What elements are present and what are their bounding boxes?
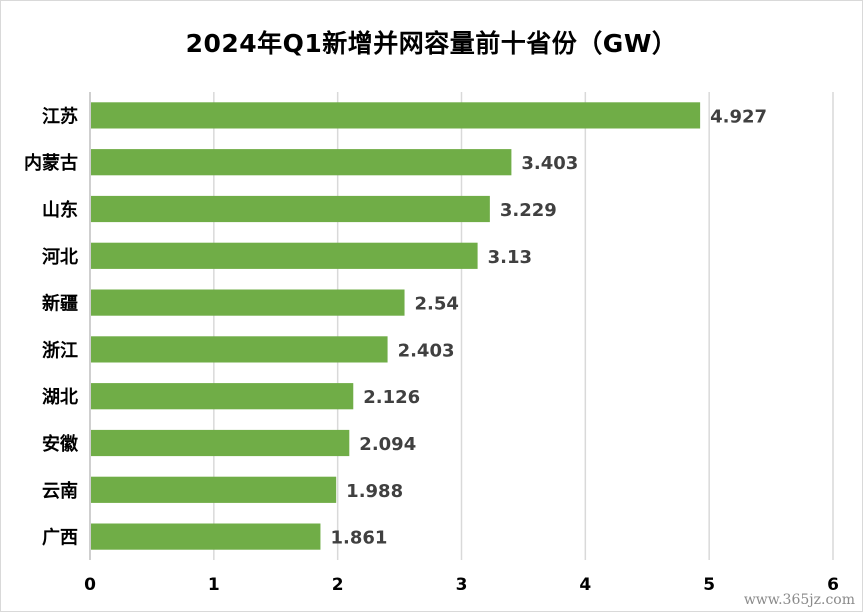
bar-3 xyxy=(91,242,478,269)
value-label-6: 2.126 xyxy=(363,387,420,408)
bar-0 xyxy=(91,102,701,129)
bar-4 xyxy=(91,289,405,316)
x-tick-label-4: 4 xyxy=(579,575,591,595)
category-label-0: 江苏 xyxy=(42,105,78,127)
value-label-4: 2.54 xyxy=(415,294,459,315)
category-label-8: 云南 xyxy=(42,480,78,502)
category-label-6: 湖北 xyxy=(42,387,78,408)
x-tick-label-1: 1 xyxy=(208,575,220,595)
bar-8 xyxy=(91,476,337,503)
x-tick-label-6: 6 xyxy=(827,575,839,595)
bar-9 xyxy=(91,523,321,550)
category-label-3: 河北 xyxy=(42,247,78,268)
value-label-8: 1.988 xyxy=(346,481,403,502)
watermark: www.365jz.com xyxy=(741,592,857,608)
value-label-1: 3.403 xyxy=(521,153,578,174)
value-label-0: 4.927 xyxy=(710,106,767,127)
value-label-5: 2.403 xyxy=(398,340,455,361)
category-label-7: 安徽 xyxy=(42,433,79,455)
bar-6 xyxy=(91,383,354,410)
category-label-2: 山东 xyxy=(42,199,78,221)
bar-2 xyxy=(91,195,490,223)
category-label-4: 新疆 xyxy=(42,293,78,315)
x-tick-label-5: 5 xyxy=(703,575,715,595)
bar-1 xyxy=(91,149,512,176)
value-label-3: 3.13 xyxy=(488,247,532,268)
value-labels: 4.927 3.403 3.229 3.13 2.54 2.403 2.126 2.094 1.… xyxy=(330,106,767,548)
x-tick-label-0: 0 xyxy=(84,575,96,595)
category-label-5: 浙江 xyxy=(42,339,78,361)
x-tick-label-2: 2 xyxy=(332,575,344,595)
chart-title: 2024年Q1新增并网容量前十省份（GW） xyxy=(185,29,678,58)
bars xyxy=(91,102,701,550)
x-tick-label-3: 3 xyxy=(456,575,468,595)
value-label-9: 1.861 xyxy=(330,528,387,549)
category-label-1: 内蒙古 xyxy=(24,152,78,174)
bar-7 xyxy=(91,429,350,457)
value-label-2: 3.229 xyxy=(500,200,557,221)
category-label-9: 广西 xyxy=(42,527,78,549)
value-label-7: 2.094 xyxy=(359,434,416,455)
x-tick-labels: 0 1 2 3 4 5 6 xyxy=(84,575,839,595)
bar-5 xyxy=(91,336,388,363)
